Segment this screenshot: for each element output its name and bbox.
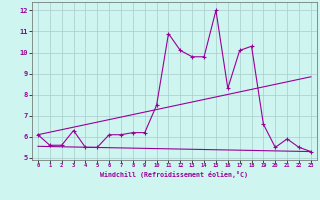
- X-axis label: Windchill (Refroidissement éolien,°C): Windchill (Refroidissement éolien,°C): [100, 171, 248, 178]
